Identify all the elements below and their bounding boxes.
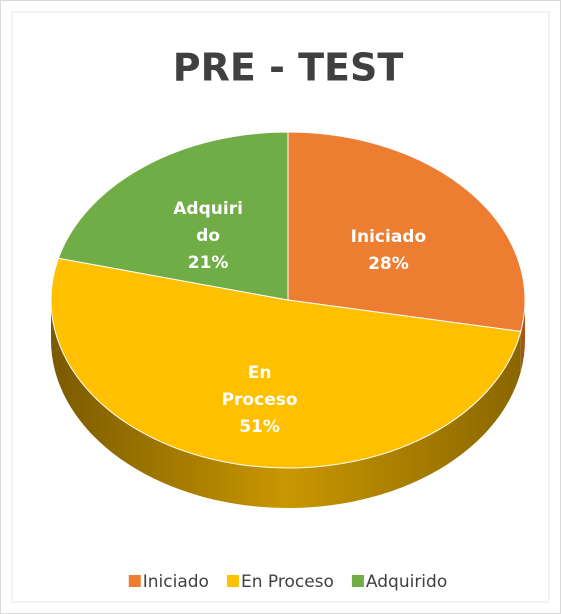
data-label: Adquirido 21%	[173, 199, 243, 274]
data-label-name: Iniciado	[350, 227, 427, 248]
chart-title: PRE - TEST	[173, 46, 404, 90]
legend-swatch	[128, 575, 141, 587]
legend-label: Adquirido	[366, 572, 447, 592]
legend-swatch	[226, 575, 239, 587]
data-label: Iniciado 28%	[350, 227, 427, 275]
data-label: En Proceso 51%	[221, 362, 298, 437]
data-label-name: En Proceso	[221, 362, 298, 410]
pie-side	[51, 300, 521, 508]
legend-label: Iniciado	[143, 572, 209, 592]
pie-slice	[50, 257, 522, 469]
data-label-value: 28%	[368, 254, 409, 275]
legend-label: En Proceso	[241, 572, 334, 592]
data-label-name: Adquirido	[173, 199, 243, 247]
data-label-value: 21%	[187, 253, 229, 274]
pie-slice	[287, 131, 526, 333]
data-label-value: 51%	[239, 416, 280, 437]
pie-slice	[57, 131, 289, 301]
legend-swatch	[351, 575, 364, 587]
